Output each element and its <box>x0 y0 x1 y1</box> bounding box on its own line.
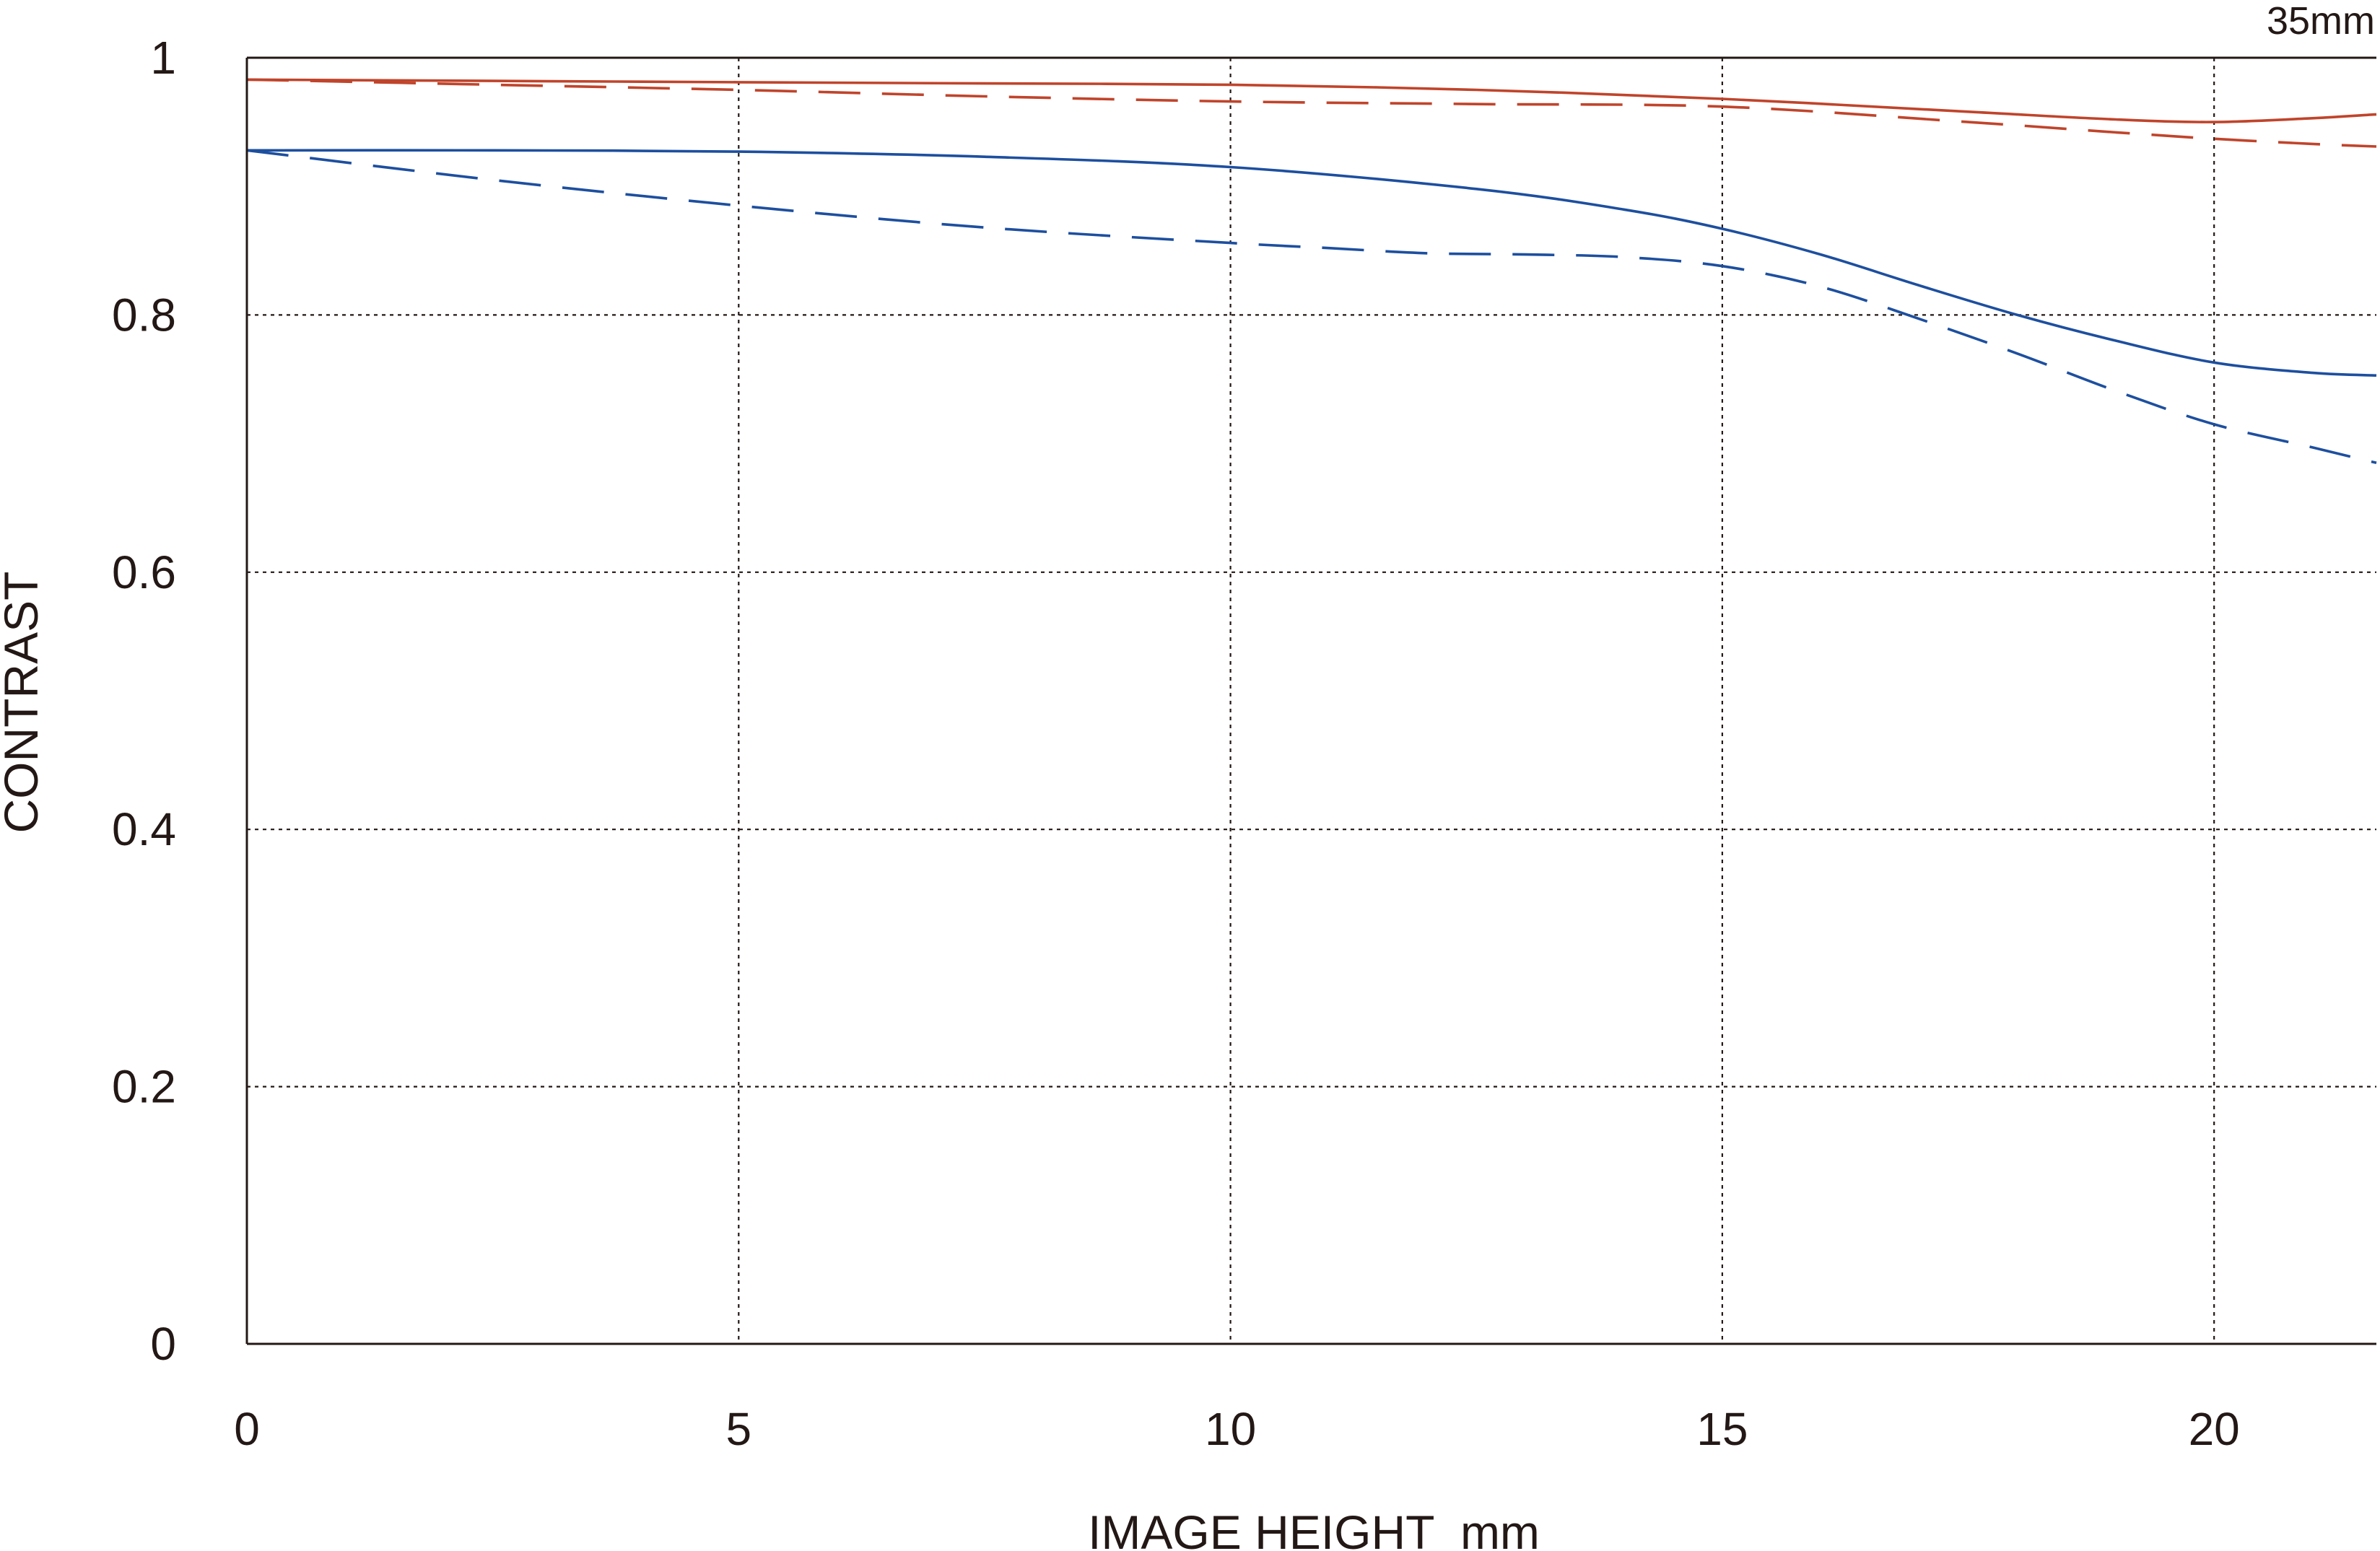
grid-lines <box>247 58 2376 1344</box>
y-tick-label-0: 0 <box>150 1318 176 1370</box>
corner-label: 35mm <box>2267 0 2375 43</box>
x-axis-label: IMAGE HEIGHT mm <box>1088 1506 1540 1551</box>
x-tick-label-1: 5 <box>725 1403 751 1455</box>
y-tick-label-4: 0.8 <box>112 289 176 341</box>
y-axis-label: CONTRAST <box>0 572 48 834</box>
series-line-1-solid <box>246 78 2377 123</box>
x-tick-label-0: 0 <box>234 1403 260 1455</box>
y-tick-label-1: 0.2 <box>112 1061 176 1113</box>
y-tick-label-5: 1 <box>150 32 176 84</box>
y-tick-label-2: 0.4 <box>112 803 176 855</box>
x-tick-label-4: 20 <box>2189 1403 2240 1455</box>
x-tick-label-2: 10 <box>1205 1403 1256 1455</box>
series-line-2-dashed <box>246 78 2377 148</box>
x-tick-labels: 0 5 10 15 20 <box>234 1403 2240 1455</box>
plot-frame <box>245 56 2376 1345</box>
y-tick-label-3: 0.6 <box>112 546 176 598</box>
series-lines <box>246 78 2377 465</box>
series-line-4-dashed <box>246 149 2377 465</box>
y-tick-labels: 0 0.2 0.4 0.6 0.8 1 <box>112 32 176 1370</box>
series-line-3-solid <box>246 149 2377 377</box>
x-tick-label-3: 15 <box>1696 1403 1748 1455</box>
